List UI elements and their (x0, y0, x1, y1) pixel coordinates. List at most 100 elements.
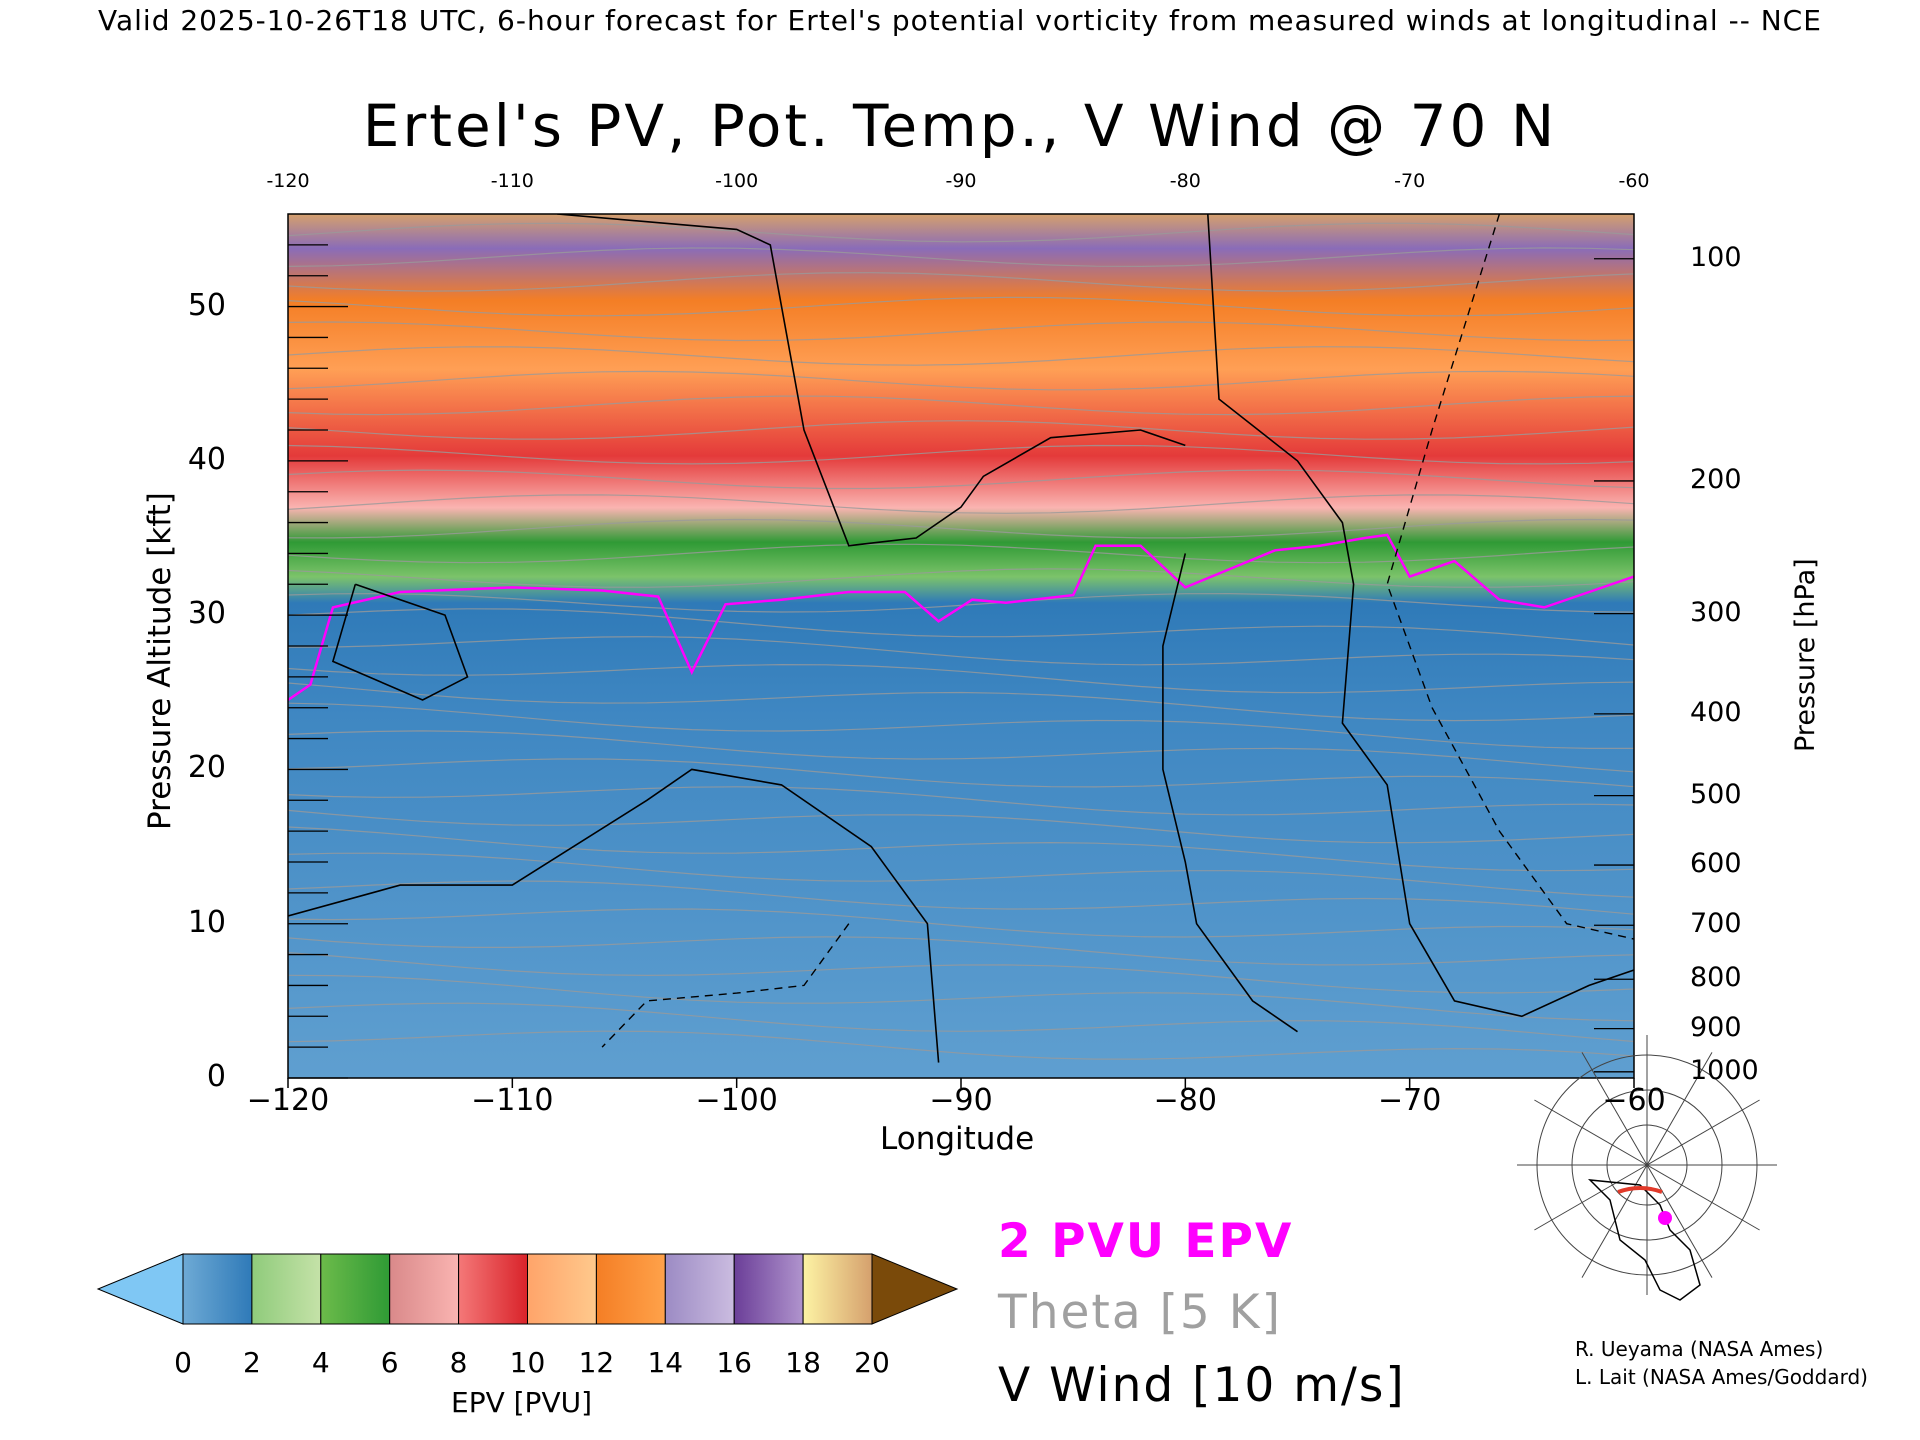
colorbar-tick-label: 4 (311, 1346, 330, 1379)
legend-wind: V Wind [10 m/s] (998, 1358, 1406, 1413)
y-tick-label: 30 (187, 596, 226, 632)
theta-contour (288, 346, 1634, 366)
x-tick-label: −90 (929, 1083, 993, 1118)
theta-contour (288, 222, 1634, 243)
y-tick-label: 10 (187, 904, 226, 940)
locator-map (1540, 1152, 1735, 1304)
theta-contour (288, 908, 1634, 938)
map-meridian (1646, 1052, 1713, 1166)
colorbar-tick-label: 18 (785, 1346, 821, 1379)
v-wind-contour (1162, 553, 1298, 1033)
y-tick-label: 0 (206, 1059, 226, 1094)
colorbar-bin (458, 1253, 529, 1325)
theta-contour (288, 682, 1634, 722)
x-tick-label: −120 (246, 1083, 330, 1118)
pressure-tick-label: 700 (1690, 908, 1742, 940)
pressure-tick-label: 100 (1690, 241, 1742, 273)
theta-contour (288, 852, 1634, 898)
colorbar-bin (802, 1253, 873, 1325)
colorbar-tick-label: 0 (174, 1346, 192, 1379)
v-wind-negative-contour (601, 923, 850, 1048)
colorbar-under-arrow (96, 1253, 184, 1325)
theta-contour (288, 786, 1634, 816)
y-tick-label: 40 (187, 441, 226, 477)
pressure-tick-label: 300 (1690, 596, 1742, 628)
colorbar-tick-label: 6 (380, 1346, 399, 1379)
theta-contour (288, 469, 1634, 490)
credit-line-2: L. Lait (NASA Ames/Goddard) (1575, 1365, 1868, 1389)
header-text: Valid 2025-10-26T18 UTC, 6-hour forecast… (98, 4, 1822, 37)
x-axis-label: Longitude (880, 1121, 1035, 1157)
pressure-tick-label: 1000 (1690, 1054, 1759, 1086)
theta-contour (288, 730, 1634, 773)
v-wind-contour (288, 768, 940, 1063)
y-tick-label: 50 (187, 287, 226, 323)
colorbar-bin (320, 1253, 391, 1325)
top-tick-label: -90 (945, 170, 977, 192)
legend-epv: 2 PVU EPV (998, 1214, 1294, 1269)
y2-axis-label: Pressure [hPa] (1790, 558, 1821, 752)
colorbar-bin (733, 1253, 804, 1325)
legend-theta: Theta [5 K] (998, 1285, 1282, 1340)
theta-contour (288, 395, 1634, 416)
theta-contour (288, 444, 1634, 465)
theta-contour (288, 663, 1634, 694)
x-tick-label: −70 (1378, 1083, 1442, 1118)
colorbar-tick-label: 16 (716, 1346, 752, 1379)
y-tick-label: 20 (187, 750, 226, 786)
theta-contour (288, 636, 1634, 666)
theta-contour (288, 702, 1634, 749)
theta-contour (288, 592, 1634, 613)
colorbar-bin (595, 1253, 666, 1325)
theta-contour (288, 758, 1634, 788)
theta-contour (288, 518, 1634, 539)
top-tick-label: -60 (1618, 170, 1650, 192)
colorbar-bin (664, 1253, 735, 1325)
y-axis-label: Pressure Altitude [kft] (142, 492, 178, 830)
theta-contour (288, 272, 1634, 292)
v-wind-contour (557, 214, 1186, 547)
map-meridian (1646, 1164, 1760, 1231)
x-tick-label: −110 (471, 1083, 554, 1118)
map-meridian (1581, 1052, 1648, 1166)
theta-contour (288, 321, 1634, 342)
colorbar-tick-label: 20 (854, 1346, 890, 1379)
pressure-tick-label: 400 (1690, 696, 1742, 728)
x-tick-label: −100 (695, 1083, 778, 1118)
theta-contour (288, 543, 1634, 564)
chart-title: Ertel's PV, Pot. Temp., V Wind @ 70 N (362, 92, 1558, 160)
top-tick-label: -80 (1169, 170, 1201, 192)
colorbar-over-arrow (871, 1253, 959, 1325)
theta-contour (288, 296, 1634, 317)
theta-contour (288, 370, 1634, 391)
v-wind-negative-contour (1386, 214, 1634, 940)
top-tick-label: -110 (490, 170, 534, 192)
pressure-tick-label: 500 (1690, 778, 1742, 810)
theta-contour (288, 880, 1634, 915)
theta-contour (288, 936, 1634, 966)
theta-contour (288, 608, 1634, 646)
colorbar-tick-label: 12 (578, 1346, 615, 1379)
theta-contour (288, 420, 1634, 440)
theta-contour (288, 952, 1634, 994)
colorbar-tick-label: 2 (242, 1346, 261, 1379)
credit-line-1: R. Ueyama (NASA Ames) (1575, 1337, 1824, 1361)
colorbar-tick-label: 10 (509, 1346, 546, 1379)
map-meridian (1581, 1164, 1648, 1278)
theta-contour (288, 568, 1634, 588)
map-meridian (1534, 1164, 1648, 1231)
x-tick-label: −60 (1602, 1083, 1666, 1118)
theta-contour (288, 809, 1634, 844)
epv-field (288, 214, 1634, 1078)
map-coastline (1587, 1179, 1701, 1301)
colorbar-bin (389, 1253, 460, 1325)
colorbar-bin (182, 1253, 253, 1325)
v-wind-contour (331, 583, 469, 701)
map-cross-section-track (1617, 1186, 1663, 1194)
colorbar-title: EPV [PVU] (451, 1386, 593, 1419)
map-meridian (1646, 1099, 1760, 1166)
map-meridian (1646, 1164, 1713, 1278)
map-meridian (1534, 1099, 1648, 1166)
theta-contour (288, 974, 1634, 1022)
map-location-dot (1658, 1211, 1672, 1225)
